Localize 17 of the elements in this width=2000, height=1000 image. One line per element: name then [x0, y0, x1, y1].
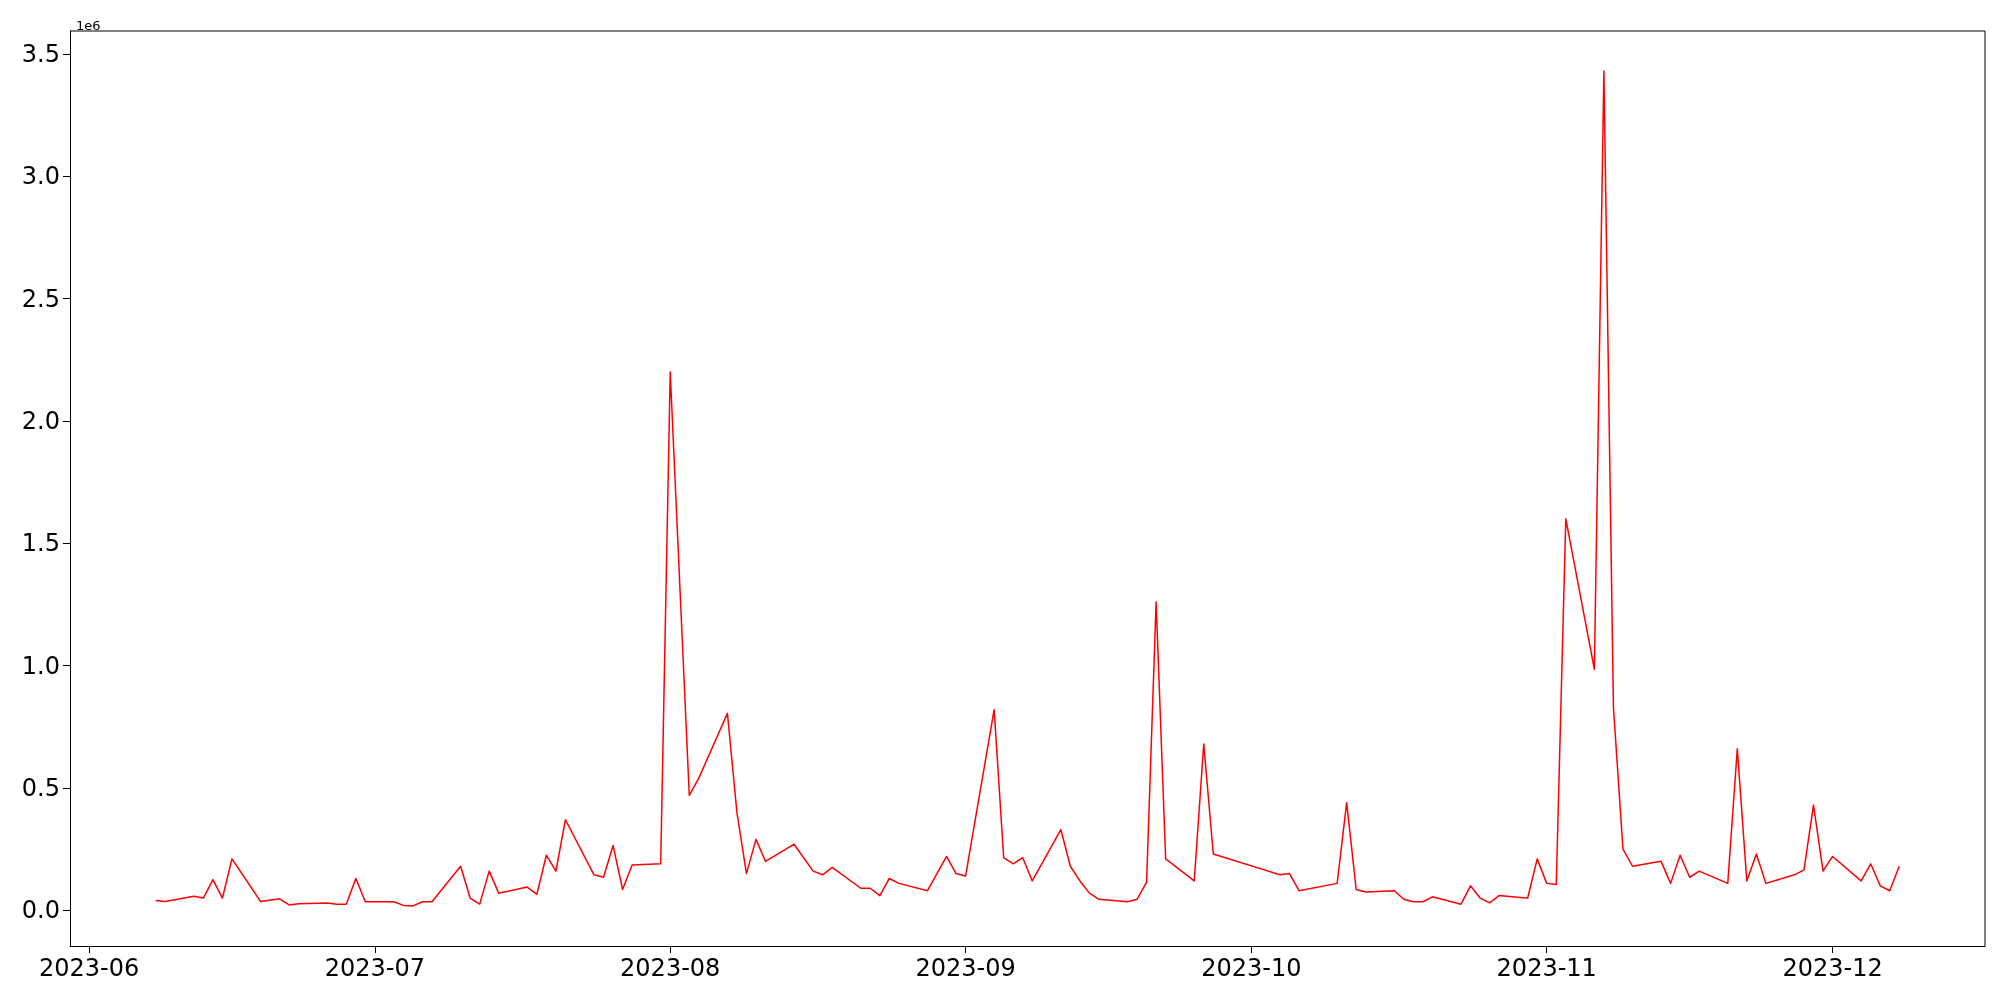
- y-tick-label: 0.5: [21, 773, 60, 802]
- y-tick-label: 2.5: [21, 284, 60, 313]
- y-tick-label: 1.0: [21, 651, 60, 680]
- line-series: [155, 70, 1900, 907]
- x-tick-label: 2023-07: [324, 954, 426, 982]
- annotation: 1e6: [76, 18, 101, 33]
- y-tick-label: 3.5: [21, 40, 60, 68]
- y-tick-label: 1.5: [21, 529, 60, 558]
- x-tick-label: 2023-11: [1496, 954, 1597, 982]
- y-tick-label: 0.0: [21, 896, 60, 925]
- x-tick-label: 2023-08: [620, 954, 721, 982]
- x-tick-label: 2023-09: [915, 954, 1016, 982]
- y-tick-label: 2.0: [21, 406, 60, 435]
- x-tick-label: 2023-10: [1201, 954, 1302, 982]
- y-tick-label: 3.0: [21, 162, 60, 191]
- x-tick-label: 2023-12: [1782, 954, 1883, 982]
- x-tick-label: 2023-06: [38, 954, 140, 982]
